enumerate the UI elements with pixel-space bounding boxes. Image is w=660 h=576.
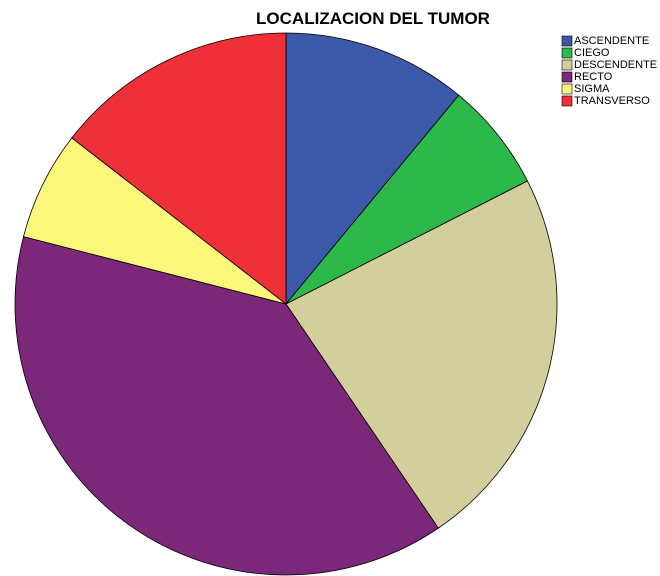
pie-slice [71,32,287,305]
legend-swatch [561,95,573,107]
chart-title: LOCALIZACION DEL TUMOR [256,9,490,28]
legend-label: RECTO [574,71,613,83]
pie-slice [14,236,439,576]
legend-label: TRANSVERSO [574,95,650,107]
pie-slice [285,180,558,529]
legend-label: SIGMA [574,83,610,95]
legend-label: DESCENDENTE [574,59,657,71]
legend-swatch [561,83,573,95]
legend-swatch [561,71,573,83]
legend-swatch [561,35,573,47]
pie [14,32,558,576]
pie-slice [23,137,287,305]
legend-label: CIEGO [574,47,610,59]
pie-slice [285,32,460,306]
pie-slice [285,94,529,305]
legend-swatch [561,47,573,59]
legend-swatch [561,59,573,71]
legend-label: ASCENDENTE [574,35,649,47]
legend: ASCENDENTECIEGODESCENDENTERECTOSIGMATRAN… [561,35,657,107]
